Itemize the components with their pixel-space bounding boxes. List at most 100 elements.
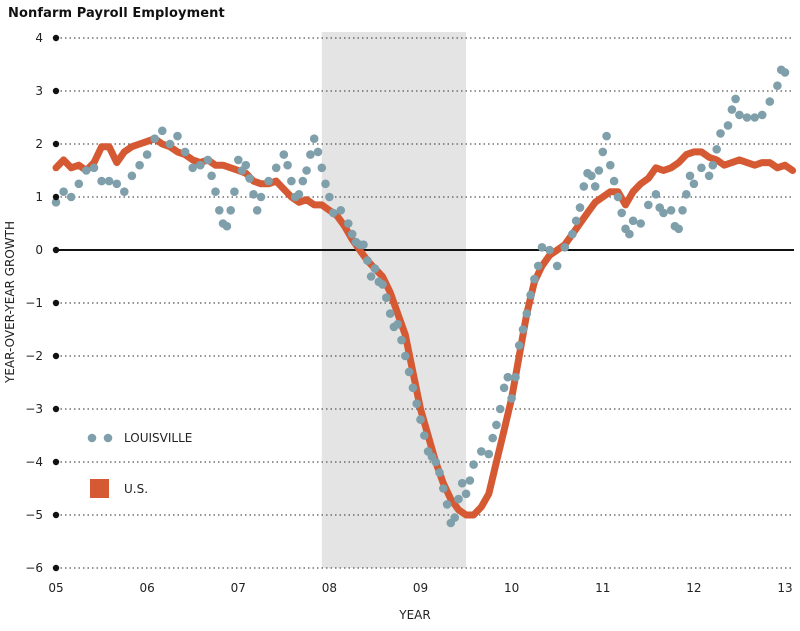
louisville-point xyxy=(659,208,668,218)
louisville-point xyxy=(385,309,395,318)
louisville-point xyxy=(442,500,452,509)
x-tick-label: 11 xyxy=(595,581,610,595)
louisville-point xyxy=(514,341,524,350)
louisville-point xyxy=(393,319,403,329)
louisville-point xyxy=(594,166,604,175)
louisville-point xyxy=(180,147,190,157)
louisville-point xyxy=(526,290,535,300)
louisville-point xyxy=(575,203,585,212)
louisville-point xyxy=(215,206,224,215)
y-tick-label: 4 xyxy=(35,31,43,45)
y-tick-label: 1 xyxy=(35,190,43,204)
louisville-point xyxy=(382,293,391,303)
x-tick-label: 08 xyxy=(322,581,337,595)
x-tick-label: 13 xyxy=(777,581,792,595)
louisville-point xyxy=(750,113,759,122)
louisville-point xyxy=(499,383,509,393)
x-tick-label: 09 xyxy=(413,581,428,595)
louisville-point xyxy=(511,372,520,382)
louisville-point xyxy=(568,229,577,239)
louisville-point xyxy=(165,139,175,149)
legend-louisville-dot xyxy=(103,433,113,443)
us-series xyxy=(52,135,797,519)
louisville-point xyxy=(636,219,645,228)
louisville-point xyxy=(731,94,740,104)
louisville-point xyxy=(533,261,543,271)
louisville-point xyxy=(420,431,429,440)
louisville-point xyxy=(366,272,376,281)
x-tick-label: 06 xyxy=(139,581,154,595)
louisville-point xyxy=(401,351,410,361)
louisville-point xyxy=(609,176,619,186)
louisville-point xyxy=(579,182,589,191)
louisville-point xyxy=(309,134,319,143)
louisville-point xyxy=(196,160,205,170)
louisville-point xyxy=(735,110,744,120)
louisville-point xyxy=(294,190,304,199)
x-tick-label: 07 xyxy=(231,581,246,595)
louisville-point xyxy=(279,150,289,159)
louisville-point xyxy=(598,147,608,157)
louisville-point xyxy=(465,476,475,485)
louisville-point xyxy=(697,163,706,173)
louisville-point xyxy=(302,166,311,175)
louisville-point xyxy=(359,240,368,249)
louisville-point xyxy=(120,187,129,196)
legend-louisville-dot xyxy=(87,433,97,443)
y-tick-dot xyxy=(52,511,60,519)
louisville-point xyxy=(203,155,213,165)
legend-us-label: U.S. xyxy=(124,482,148,496)
y-tick-label: −1 xyxy=(25,296,43,310)
y-tick-label: 2 xyxy=(35,137,43,151)
louisville-point xyxy=(298,176,308,186)
x-axis-title: YEAR xyxy=(398,608,430,622)
louisville-point xyxy=(127,171,137,181)
louisville-point xyxy=(249,190,258,199)
louisville-point xyxy=(313,147,323,157)
x-tick-label: 05 xyxy=(48,581,63,595)
louisville-point xyxy=(617,208,626,218)
louisville-point xyxy=(142,150,152,159)
louisville-point xyxy=(283,160,292,170)
y-tick-dot xyxy=(52,193,60,201)
louisville-point xyxy=(518,325,528,334)
louisville-point xyxy=(412,399,422,409)
y-tick-dot xyxy=(52,564,60,572)
y-tick-dot xyxy=(52,246,60,254)
grid-lines xyxy=(56,37,794,569)
louisville-point xyxy=(344,219,353,228)
louisville-point xyxy=(708,160,718,170)
us-line xyxy=(52,135,797,519)
louisville-series xyxy=(51,65,790,528)
louisville-point xyxy=(457,478,467,488)
louisville-point xyxy=(723,121,733,130)
louisville-point xyxy=(492,420,501,430)
y-tick-dot xyxy=(52,299,60,307)
louisville-point xyxy=(104,176,114,186)
y-tick-label: 3 xyxy=(35,84,43,98)
y-tick-dot xyxy=(52,140,60,148)
louisville-point xyxy=(150,134,159,143)
louisville-point xyxy=(704,171,714,181)
legend-us-swatch xyxy=(90,479,109,498)
louisville-point xyxy=(530,274,539,284)
louisville-point xyxy=(256,192,266,202)
louisville-point xyxy=(226,206,235,215)
louisville-point xyxy=(560,243,570,252)
y-tick-dot xyxy=(52,405,60,413)
y-tick-label: −2 xyxy=(25,349,43,363)
louisville-point xyxy=(234,155,243,165)
louisville-point xyxy=(606,160,615,170)
louisville-point xyxy=(682,190,691,199)
louisville-point xyxy=(207,171,216,181)
chart-title: Nonfarm Payroll Employment xyxy=(8,6,225,21)
louisville-point xyxy=(416,415,425,424)
y-tick-dot xyxy=(52,352,60,360)
y-tick-dot xyxy=(52,458,60,466)
louisville-point xyxy=(773,81,782,90)
louisville-point xyxy=(245,174,254,183)
y-tick-label: −4 xyxy=(25,455,43,469)
y-tick-label: −3 xyxy=(25,402,43,416)
